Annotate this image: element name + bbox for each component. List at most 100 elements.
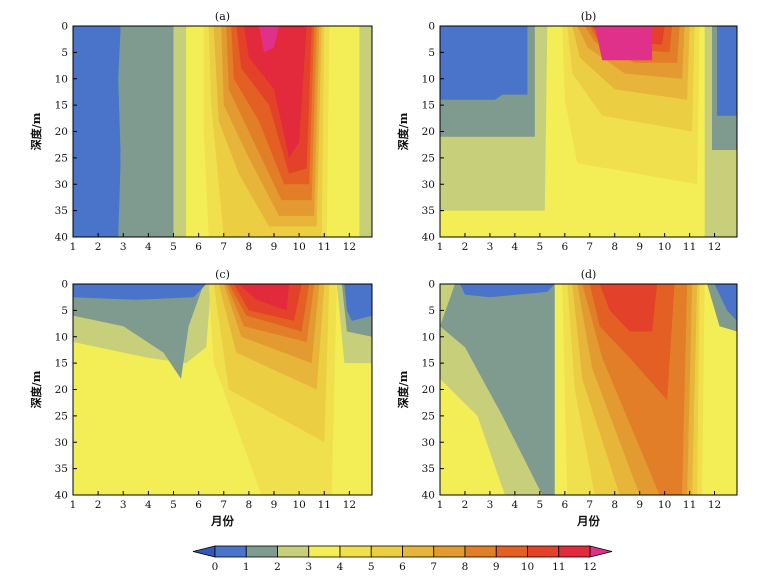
x-tick-label: 12 bbox=[343, 499, 356, 511]
y-axis-label: 深度/m bbox=[29, 370, 43, 408]
y-tick-label: 30 bbox=[55, 179, 68, 191]
colorbar-tick-label: 5 bbox=[368, 561, 375, 573]
colorbar-tick-label: 1 bbox=[243, 561, 250, 573]
x-tick-label: 11 bbox=[683, 499, 696, 511]
panel-label: (c) bbox=[215, 268, 230, 281]
colorbar-tick-label: 0 bbox=[212, 561, 219, 573]
colorbar-segment bbox=[527, 545, 560, 558]
x-tick-label: 6 bbox=[195, 241, 202, 253]
x-tick-label: 11 bbox=[683, 241, 696, 253]
y-tick-label: 30 bbox=[422, 437, 435, 449]
colorbar-tick-label: 11 bbox=[552, 561, 565, 573]
y-tick-label: 25 bbox=[422, 410, 435, 422]
y-tick-label: 30 bbox=[55, 437, 68, 449]
x-tick-label: 9 bbox=[636, 241, 643, 253]
x-tick-label: 1 bbox=[70, 499, 77, 511]
colorbar-tick-label: 8 bbox=[462, 561, 469, 573]
field-3-4-strip bbox=[554, 284, 563, 495]
x-tick-label: 3 bbox=[487, 241, 494, 253]
field-0-1 bbox=[440, 26, 528, 100]
contour-field bbox=[73, 284, 372, 495]
y-tick-label: 10 bbox=[55, 331, 68, 343]
y-tick-label: 40 bbox=[422, 490, 435, 502]
field-1-2 bbox=[73, 284, 204, 379]
y-axis-label: 深度/m bbox=[396, 112, 410, 150]
x-tick-label: 9 bbox=[271, 241, 278, 253]
colorbar-tick-label: 7 bbox=[430, 561, 437, 573]
y-tick-label: 25 bbox=[55, 152, 68, 164]
field-2-3-right bbox=[359, 26, 372, 237]
colorbar-tick-label: 12 bbox=[583, 561, 596, 573]
x-tick-label: 1 bbox=[437, 499, 444, 511]
colorbar: 0 1 2 3 4 5 6 7 8 9 10 11 12 bbox=[192, 545, 613, 573]
field-0-1-right bbox=[344, 284, 372, 321]
colorbar-tick-label: 3 bbox=[305, 561, 312, 573]
field-2-3-right bbox=[704, 26, 712, 237]
x-tick-label: 5 bbox=[536, 241, 543, 253]
field-0-1 bbox=[460, 284, 555, 298]
contour-field bbox=[440, 26, 737, 237]
panel-label: (b) bbox=[581, 10, 597, 23]
colorbar-segment bbox=[464, 545, 497, 558]
y-tick-label: 15 bbox=[422, 100, 435, 112]
y-tick-label: 40 bbox=[422, 232, 435, 244]
x-tick-label: 4 bbox=[512, 241, 519, 253]
colorbar-segment bbox=[402, 545, 435, 558]
y-tick-label: 25 bbox=[55, 410, 68, 422]
x-tick-label: 10 bbox=[658, 499, 671, 511]
colorbar-segment bbox=[433, 545, 466, 558]
colorbar-under-arrow bbox=[192, 545, 216, 558]
field-0-1-right bbox=[714, 284, 737, 321]
field-0-1 bbox=[73, 284, 207, 300]
field-over-12 bbox=[594, 26, 653, 61]
x-tick-label: 4 bbox=[145, 241, 152, 253]
y-tick-label: 15 bbox=[55, 100, 68, 112]
y-tick-label: 35 bbox=[55, 463, 68, 475]
colorbar-segment bbox=[277, 545, 310, 558]
x-axis-label: 月份 bbox=[210, 514, 234, 528]
x-tick-label: 1 bbox=[437, 241, 444, 253]
x-tick-label: 7 bbox=[220, 241, 227, 253]
contour-field bbox=[73, 26, 372, 237]
x-tick-label: 5 bbox=[170, 499, 177, 511]
y-tick-label: 10 bbox=[422, 331, 435, 343]
colorbar-segment bbox=[558, 545, 591, 558]
y-tick-label: 25 bbox=[422, 152, 435, 164]
y-axis-label: 深度/m bbox=[396, 370, 410, 408]
y-tick-label: 15 bbox=[422, 358, 435, 370]
colorbar-tick-label: 10 bbox=[521, 561, 534, 573]
field-0-1 bbox=[73, 26, 121, 237]
colorbar-segment bbox=[214, 545, 247, 558]
x-tick-label: 11 bbox=[318, 241, 331, 253]
colorbar-segment bbox=[495, 545, 528, 558]
x-tick-label: 8 bbox=[246, 499, 253, 511]
field-10-11 bbox=[599, 284, 658, 332]
x-tick-label: 9 bbox=[636, 499, 643, 511]
x-tick-label: 4 bbox=[512, 499, 519, 511]
x-tick-label: 4 bbox=[145, 499, 152, 511]
x-tick-label: 6 bbox=[195, 499, 202, 511]
field-11-12 bbox=[238, 284, 290, 311]
y-tick-label: 20 bbox=[55, 126, 68, 138]
x-tick-label: 10 bbox=[292, 241, 305, 253]
y-tick-label: 40 bbox=[55, 232, 68, 244]
colorbar-segment bbox=[245, 545, 278, 558]
y-tick-label: 35 bbox=[422, 205, 435, 217]
x-tick-label: 7 bbox=[586, 499, 593, 511]
field-0-1-right bbox=[717, 26, 737, 116]
field-over-12 bbox=[258, 26, 279, 53]
x-tick-label: 8 bbox=[611, 241, 618, 253]
y-tick-label: 0 bbox=[61, 21, 68, 33]
colorbar-tick-label: 4 bbox=[337, 561, 344, 573]
field-1-2 bbox=[118, 26, 174, 237]
y-axis-label: 深度/m bbox=[29, 112, 43, 150]
y-tick-label: 10 bbox=[422, 73, 435, 85]
y-tick-label: 20 bbox=[422, 126, 435, 138]
x-tick-label: 10 bbox=[658, 241, 671, 253]
y-tick-label: 5 bbox=[61, 47, 68, 59]
x-tick-label: 9 bbox=[271, 499, 278, 511]
